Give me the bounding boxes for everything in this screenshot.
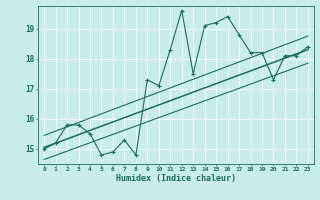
X-axis label: Humidex (Indice chaleur): Humidex (Indice chaleur) [116,174,236,183]
